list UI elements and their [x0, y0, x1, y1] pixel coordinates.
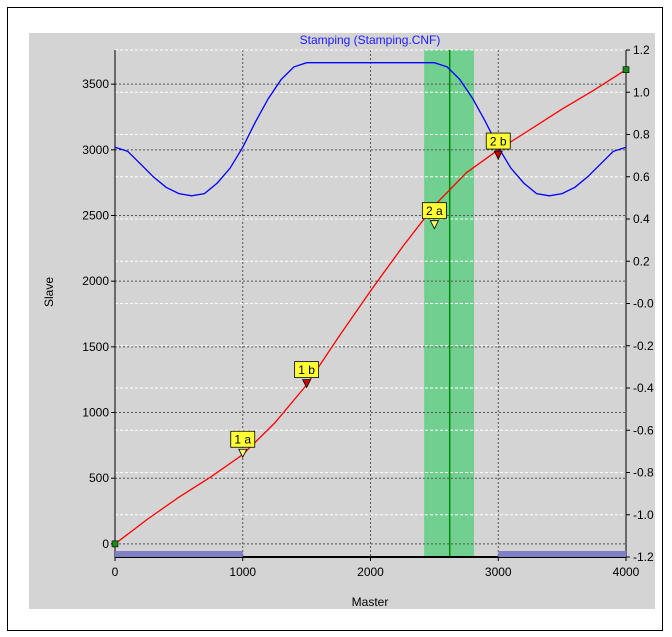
y2-tick-label: -0.6	[633, 423, 654, 437]
marker-symbol	[493, 150, 503, 160]
y-tick-label: 2500	[82, 208, 109, 222]
y-tick-label: 1000	[82, 406, 109, 420]
x-tick-label: 0	[112, 565, 119, 579]
y-axis-label: Slave	[42, 277, 56, 307]
curve-endpoint	[622, 66, 630, 74]
curve-endpoint	[111, 540, 119, 548]
marker-symbol	[301, 379, 312, 389]
range-bar	[115, 551, 243, 557]
marker-symbol	[429, 220, 440, 230]
marker-label-box	[230, 430, 256, 448]
x-tick-label: 4000	[613, 565, 640, 579]
y-tick-label: 1500	[82, 340, 109, 354]
marker-label: 2 b	[490, 135, 507, 149]
y2-tick-label: 0.2	[633, 254, 650, 268]
plot-layer: 0 1000 2000 3000 4000 0 500 1000 1500 2000 2500 300…	[82, 43, 654, 579]
x-tick-label: 2000	[357, 565, 384, 579]
y-tick-label: 2000	[82, 274, 109, 288]
marker-symbol	[238, 448, 248, 459]
y2-tick-label: 0.6	[633, 170, 650, 184]
x-tick-label: 3000	[485, 565, 512, 579]
y2-tick-label: 0.8	[633, 128, 650, 142]
y2-tick-label: 1.2	[633, 43, 650, 57]
chart-panel	[29, 33, 655, 609]
y-tick-label: 3000	[82, 143, 109, 157]
marker-label-box	[294, 361, 320, 379]
marker-label: 1 a	[234, 433, 251, 447]
marker-label-box	[485, 132, 511, 150]
y-tick-label: 3500	[82, 77, 109, 91]
y2-tick-label: -0.4	[633, 381, 654, 395]
y2-tick-label: -1.2	[633, 550, 654, 564]
marker-label-box	[421, 202, 447, 220]
y2-tick-label: 1.0	[633, 85, 650, 99]
y2-tick-label: -1.0	[633, 508, 654, 522]
x-tick-label: 1000	[229, 565, 256, 579]
velocity-series-line	[114, 62, 627, 197]
range-bar	[498, 551, 626, 557]
marker-label: 1 b	[298, 363, 315, 377]
y2-tick-label: 0.4	[633, 212, 650, 226]
y-tick-label: 0	[102, 537, 109, 551]
position-series-line	[114, 69, 627, 545]
x-axis-label: Master	[352, 595, 389, 609]
chart-title: Stamping (Stamping.CNF)	[300, 33, 441, 47]
y2-tick-label: -0.8	[633, 466, 654, 480]
y2-tick-label: -0.2	[633, 339, 654, 353]
y2-tick-label: -0.0	[633, 297, 654, 311]
marker-label: 2 a	[426, 204, 443, 218]
y-tick-label: 500	[89, 471, 109, 485]
